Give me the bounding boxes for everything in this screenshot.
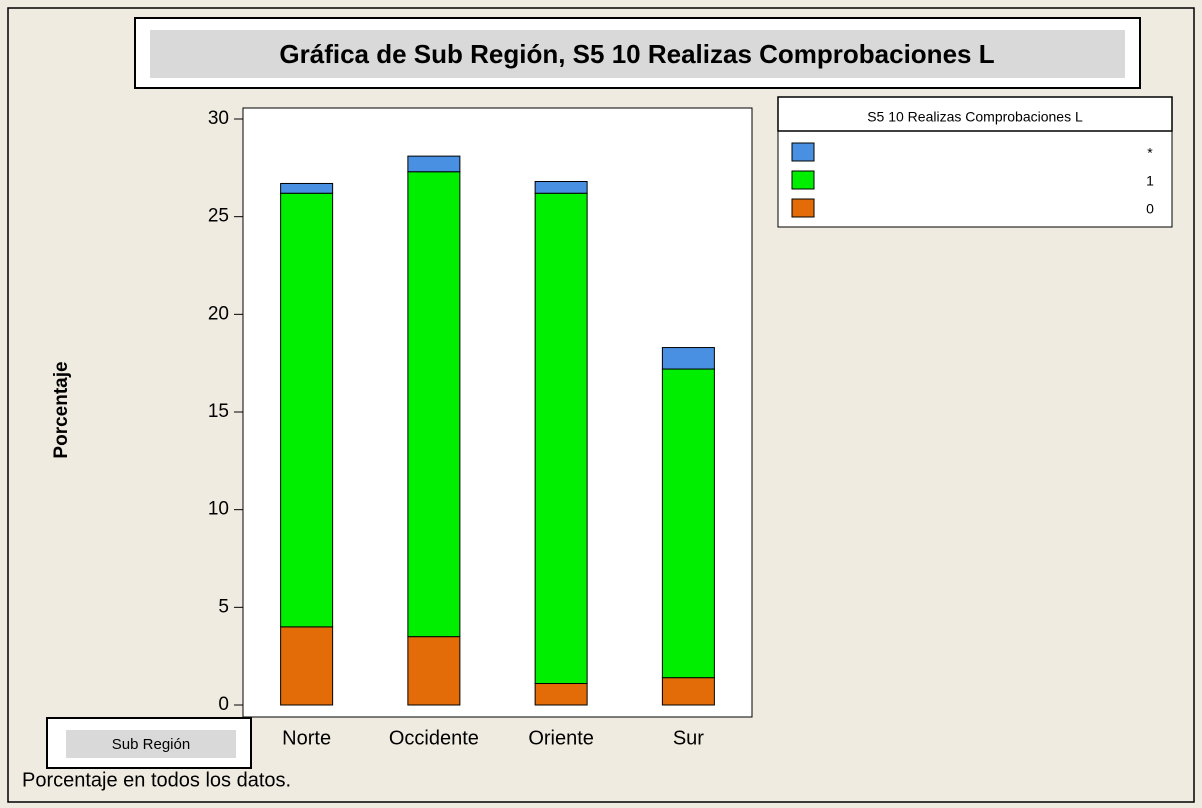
x-tick-label: Occidente (389, 727, 479, 749)
legend-label: 1 (1146, 173, 1154, 189)
bar-segment (534, 192, 588, 685)
y-tick-label: 10 (208, 499, 229, 520)
bar-segment (407, 155, 461, 173)
y-axis-label: Porcentaje (51, 361, 72, 458)
chart-title: Gráfica de Sub Región, S5 10 Realizas Co… (279, 39, 994, 69)
x-label-bg (66, 730, 236, 758)
footnote: Porcentaje en todos los datos. (22, 769, 291, 791)
bar-segment (661, 677, 715, 706)
x-tick-label: Norte (282, 727, 331, 749)
title-bg (150, 30, 1125, 78)
x-axis-label: Sub Región (112, 736, 190, 753)
bar-segment (661, 347, 715, 370)
legend-label: 0 (1146, 201, 1154, 217)
legend-title: S5 10 Realizas Comprobaciones L (867, 109, 1083, 125)
bar-segment (534, 181, 588, 194)
legend-swatch (791, 198, 815, 218)
legend-label: * (1147, 145, 1153, 161)
bar-segment (407, 636, 461, 706)
y-tick-label: 0 (218, 694, 229, 715)
bar-segment (661, 368, 715, 679)
bar-segment (407, 171, 461, 638)
x-tick-label: Sur (673, 727, 704, 749)
bar-segment (280, 182, 334, 194)
legend-box (777, 129, 1173, 228)
bar-segment (280, 192, 334, 628)
legend-swatch (791, 170, 815, 190)
y-tick-label: 30 (208, 108, 229, 129)
legend-swatch (791, 142, 815, 162)
y-tick-label: 25 (208, 206, 229, 227)
y-tick-label: 5 (218, 596, 229, 617)
y-tick-label: 15 (208, 401, 229, 422)
legend-title-box (777, 96, 1173, 132)
bar-segment (280, 626, 334, 706)
y-tick-label: 20 (208, 303, 229, 324)
bar-segment (534, 683, 588, 706)
x-tick-label: Oriente (528, 727, 594, 749)
